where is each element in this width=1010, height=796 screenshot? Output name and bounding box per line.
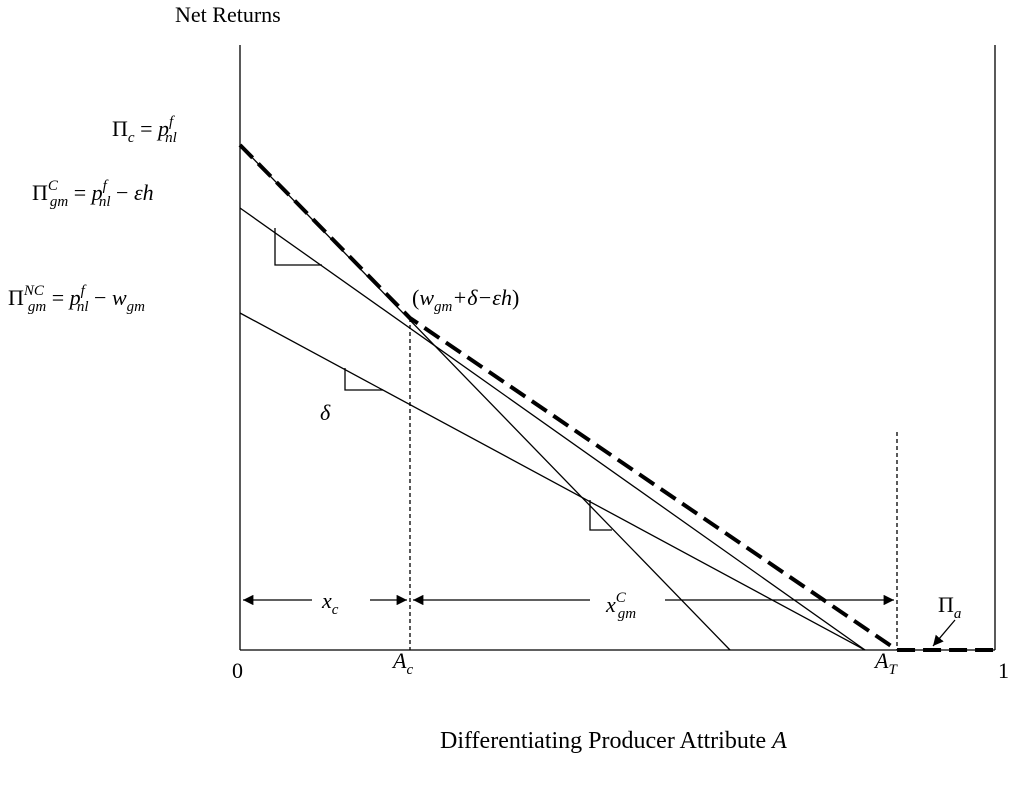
text-part: = [68,180,91,205]
subscript: c [332,602,339,618]
subscript: gm [127,299,146,315]
math-label: Ac​ [391,648,413,678]
subscript: gm [434,299,453,315]
italic-part: p [90,180,103,205]
x-axis-label: Differentiating Producer Attribute A [440,728,787,754]
y-axis-label: Net Returns [175,2,281,27]
text-part: ) [512,285,519,310]
subscript: gm [28,299,47,315]
math-label: xc​ [321,588,339,618]
origin-label: 0 [232,658,243,683]
superscript: NC [23,283,45,299]
italic-part: x [321,588,332,613]
math-label: (wgm​+δ−εh) [412,285,519,315]
italic-part: εh [134,180,154,205]
subscript: a [954,606,962,622]
italic-part: p [68,285,81,310]
superscript: C [616,590,627,606]
italic-part: x [605,592,616,617]
math-label: AT​ [873,648,898,678]
text-part: Π [938,592,954,617]
italic-part: w [419,285,434,310]
text-part: ( [412,285,419,310]
text-part: Π [32,180,48,205]
subscript: gm [50,194,69,210]
math-label: δ [320,400,331,425]
pia-arrow [932,619,956,647]
subscript: c [406,662,413,678]
gm-nc-line [239,312,866,651]
italic-part: A [391,648,407,673]
superscript: f [169,114,175,130]
italic-part: A [770,728,787,754]
gm-c-line [239,207,866,651]
subscript: nl [99,194,111,210]
slope-triangle [589,500,612,531]
end-label: 1 [998,658,1009,683]
text-part: = [46,285,69,310]
math-label: Πa​ [938,592,961,622]
subscript: nl [165,130,177,146]
italic-part: +δ−εh [452,285,512,310]
text-part: Differentiating Producer Attribute [440,728,772,754]
superscript: C [48,178,59,194]
envelope [238,143,995,652]
subscript: T [888,662,898,678]
subscript: gm [618,606,637,622]
italic-part: δ [320,400,331,425]
superscript: f [103,178,109,194]
text-part: Π [8,285,24,310]
italic-part: w [112,285,127,310]
text-part: Π [112,116,128,141]
text-part: − [111,180,134,205]
italic-part: A [873,648,889,673]
slope-triangle [344,368,383,391]
subscript: nl [77,299,89,315]
superscript: f [81,283,87,299]
italic-part: p [156,116,169,141]
subscript: c [128,130,135,146]
text-part: = [135,116,158,141]
slope-triangle [274,228,322,266]
text-part: − [89,285,112,310]
